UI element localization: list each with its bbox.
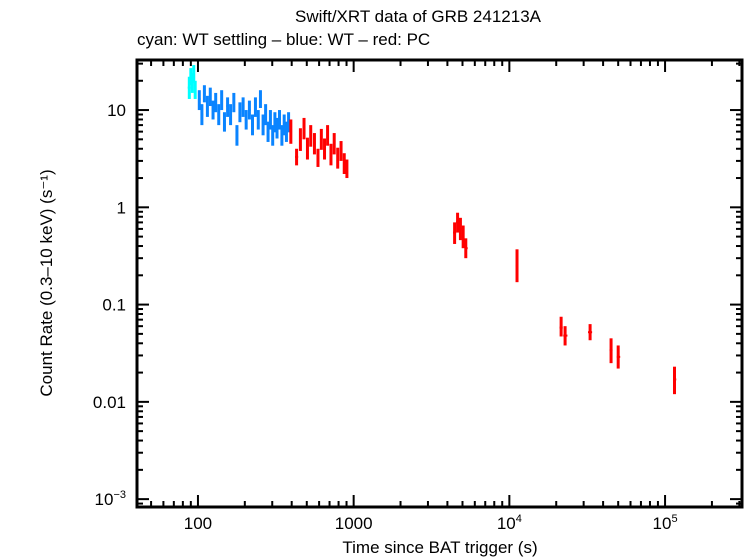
axes <box>135 58 744 509</box>
data-point <box>235 125 239 146</box>
data-layer <box>187 65 677 395</box>
data-point <box>302 117 306 140</box>
x-tick-label: 104 <box>497 513 522 533</box>
data-point <box>253 97 257 117</box>
data-point <box>559 316 563 337</box>
data-point <box>244 110 248 130</box>
data-point <box>453 222 457 244</box>
data-point <box>458 217 462 241</box>
data-point <box>271 125 275 146</box>
data-point <box>229 104 233 126</box>
data-point <box>298 128 302 151</box>
series-wt-settling <box>187 65 197 99</box>
data-point <box>250 114 254 136</box>
data-point <box>287 112 291 133</box>
data-point <box>323 138 327 160</box>
y-tick-label: 10−3 <box>95 489 126 509</box>
data-point <box>280 125 284 146</box>
data-point <box>316 148 320 167</box>
data-point <box>461 225 465 249</box>
data-point <box>345 159 349 179</box>
data-point <box>268 110 272 130</box>
data-point <box>609 338 613 364</box>
data-point <box>464 238 468 259</box>
data-point <box>329 143 333 166</box>
data-point <box>205 95 209 117</box>
data-point <box>187 76 191 99</box>
data-point <box>258 90 262 108</box>
data-point <box>232 92 236 113</box>
x-tick-label: 100 <box>184 514 212 533</box>
data-point <box>208 87 212 107</box>
data-point <box>305 137 309 160</box>
data-point <box>222 112 226 132</box>
chart-subtitle: cyan: WT settling – blue: WT – red: PC <box>137 30 430 49</box>
data-point <box>261 114 265 136</box>
data-point <box>326 125 330 146</box>
data-point <box>312 133 316 155</box>
series-pc <box>289 117 677 395</box>
data-point <box>342 153 346 175</box>
data-point <box>217 104 221 126</box>
data-point <box>220 90 224 111</box>
data-point <box>309 125 313 147</box>
data-point <box>289 119 293 144</box>
y-tick-label: 1 <box>117 198 126 217</box>
data-point <box>266 121 270 142</box>
tick-labels: 100 1000 104 105 10 1 0.1 0.01 10−3 <box>93 101 678 533</box>
data-point <box>332 133 336 155</box>
data-point <box>336 147 340 169</box>
data-point <box>193 80 197 99</box>
series-wt <box>197 85 291 146</box>
data-point <box>616 345 621 369</box>
data-point <box>275 117 279 139</box>
data-point <box>294 148 299 166</box>
y-tick-label: 10 <box>107 101 126 120</box>
data-point <box>284 121 288 142</box>
x-axis-label: Time since BAT trigger (s) <box>342 538 537 557</box>
data-point <box>226 97 230 117</box>
data-point <box>456 212 460 233</box>
chart-title: Swift/XRT data of GRB 241213A <box>295 7 542 26</box>
data-point <box>256 110 260 130</box>
y-tick-label: 0.1 <box>102 296 126 315</box>
data-point <box>247 100 251 120</box>
data-point <box>211 100 215 120</box>
data-point <box>515 249 519 283</box>
x-tick-label: 105 <box>653 513 678 533</box>
data-point <box>200 104 204 126</box>
data-point <box>197 90 201 111</box>
data-point <box>264 104 268 126</box>
data-point <box>278 110 282 130</box>
data-point <box>319 128 323 150</box>
data-point <box>273 112 277 133</box>
data-point <box>588 324 593 341</box>
data-point <box>563 326 568 346</box>
data-point <box>238 102 242 123</box>
data-point <box>202 85 206 103</box>
data-point <box>673 366 677 395</box>
data-point <box>339 141 343 161</box>
data-point <box>192 65 196 83</box>
data-point <box>241 97 245 117</box>
y-tick-label: 0.01 <box>93 393 126 412</box>
plot-frame <box>135 58 744 509</box>
data-point <box>282 114 286 136</box>
y-axis-label: Count Rate (0.3–10 keV) (s⁻¹) <box>37 169 56 396</box>
data-point <box>214 92 218 113</box>
x-tick-label: 1000 <box>335 514 373 533</box>
